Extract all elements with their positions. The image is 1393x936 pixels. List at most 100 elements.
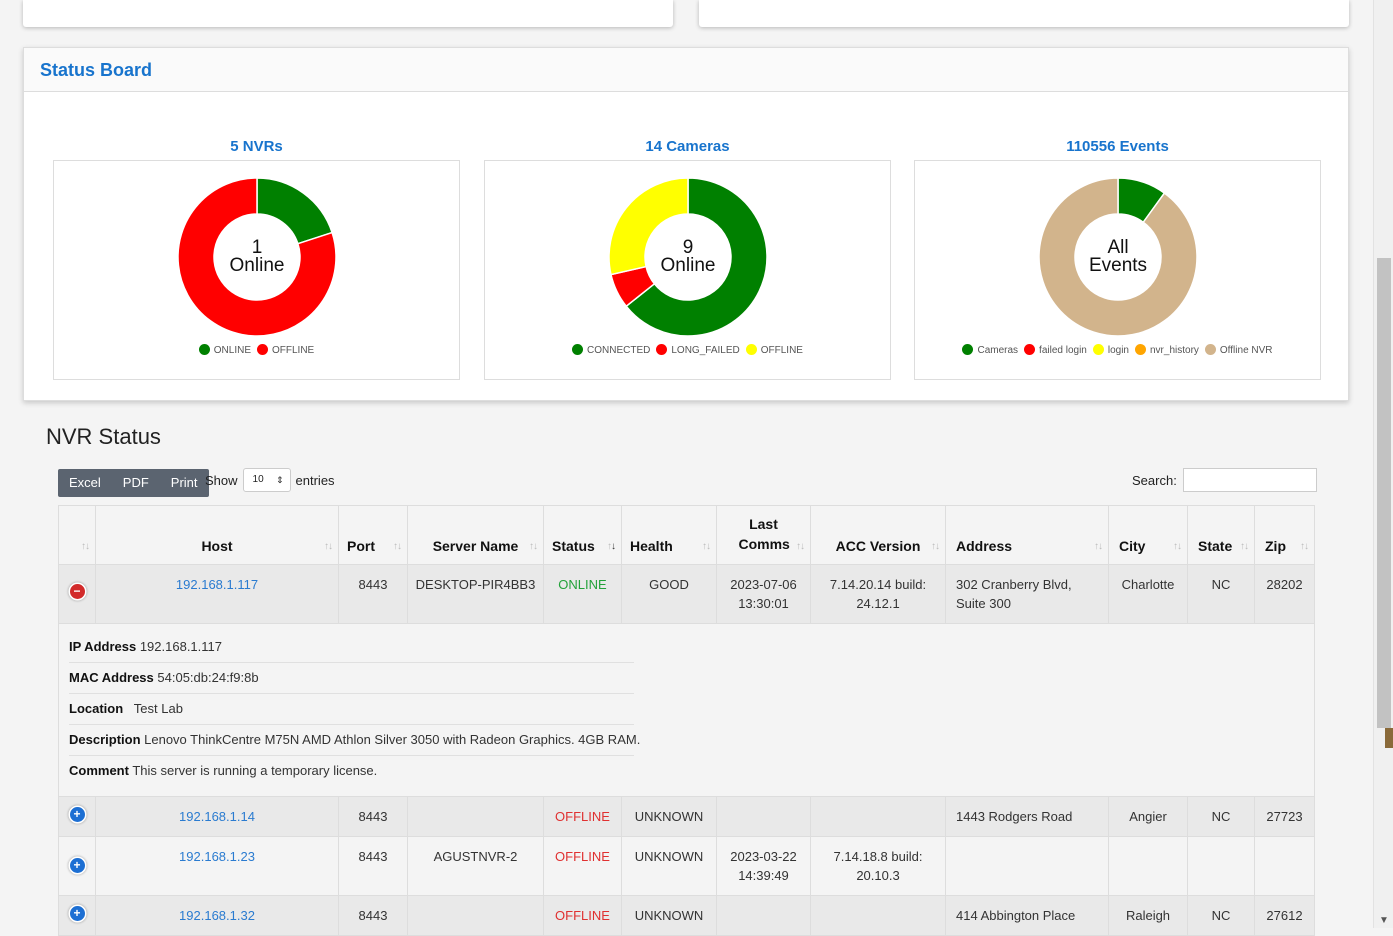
cameras-center-label: 9 Online (648, 238, 728, 275)
state-cell (1187, 836, 1255, 896)
entries-select-value: 10 (252, 474, 264, 485)
port-cell: 8443 (338, 796, 408, 837)
column-header-state[interactable]: State ↑↓ (1187, 505, 1255, 565)
zip-cell: 27723 (1254, 796, 1315, 837)
legend-item-connected[interactable]: CONNECTED (572, 344, 650, 356)
status-cell: OFFLINE (543, 796, 622, 837)
collapse-row-icon[interactable]: − (69, 584, 85, 599)
column-header-acc-version-label: ACC Version (835, 538, 921, 554)
legend-item-online[interactable]: ONLINE (198, 344, 251, 356)
column-header-port[interactable]: Port ↑↓ (338, 505, 408, 565)
nvr-legend: ONLINE OFFLINE (54, 344, 459, 356)
column-header-server-name[interactable]: Server Name ↑↓ (407, 505, 544, 565)
donut-hole (1076, 215, 1160, 299)
sort-icon: ↑↓ (81, 541, 90, 552)
detail-ip-label: IP Address (69, 639, 137, 654)
expand-row-icon[interactable]: + (69, 858, 85, 873)
column-header-status-label: Status (552, 538, 595, 554)
table-row[interactable]: − 192.168.1.117 8443 DESKTOP-PIR4BB3 ONL… (58, 564, 1315, 624)
detail-description: Description Lenovo ThinkCentre M75N AMD … (69, 725, 640, 756)
legend-dot-nvr-history (1135, 344, 1146, 355)
host-link[interactable]: 192.168.1.14 (179, 809, 255, 824)
column-header-zip-label: Zip (1265, 538, 1286, 554)
city-cell: Raleigh (1108, 895, 1188, 936)
cameras-chart-heading[interactable]: 14 Cameras (645, 138, 730, 155)
donut-slice-offline-nvr[interactable] (1038, 177, 1198, 337)
detail-comment: Comment This server is running a tempora… (69, 756, 634, 786)
legend-label-connected: CONNECTED (587, 345, 651, 356)
donut-slice-offline[interactable] (177, 177, 337, 337)
column-header-zip[interactable]: Zip ↑↓ (1254, 505, 1315, 565)
detail-mac-address: MAC Address 54:05:db:24:f9:8b (69, 663, 634, 694)
top-card-right (699, 0, 1349, 27)
page-scrollbar[interactable]: ▼ (1373, 0, 1393, 928)
legend-item-nvr-history[interactable]: nvr_history (1135, 344, 1199, 356)
status-cell: ONLINE (543, 564, 622, 624)
excel-button[interactable]: Excel (69, 475, 101, 490)
last-comms-cell: 2023-07-06 13:30:01 (716, 564, 811, 624)
legend-dot-login (1092, 344, 1104, 355)
export-button-group: Excel PDF Print (58, 469, 209, 497)
donut-slice-connected[interactable] (625, 177, 768, 337)
column-header-address[interactable]: Address ↑↓ (945, 505, 1109, 565)
nvr-donut (177, 177, 337, 337)
detail-location-label: Location (69, 701, 124, 716)
legend-label-long-failed: LONG_FAILED (671, 345, 740, 356)
host-link[interactable]: 192.168.1.32 (179, 908, 255, 923)
print-button[interactable]: Print (170, 475, 198, 490)
host-link[interactable]: 192.168.1.23 (179, 849, 255, 864)
status-cell: OFFLINE (543, 836, 622, 896)
expand-row-icon[interactable]: + (69, 906, 85, 921)
column-header-last-comms[interactable]: Last Comms ↑↓ (716, 505, 811, 565)
host-cell: 192.168.1.14 (95, 796, 339, 837)
legend-item-failed-login[interactable]: failed login (1024, 344, 1087, 356)
table-row[interactable]: + 192.168.1.32 8443 OFFLINE UNKNOWN 414 … (58, 895, 1315, 936)
host-link[interactable]: 192.168.1.117 (175, 577, 259, 592)
server-name-cell (407, 796, 544, 837)
events-chart-heading[interactable]: 110556 Events (1066, 138, 1169, 155)
detail-description-value: Lenovo ThinkCentre M75N AMD Athlon Silve… (144, 732, 641, 747)
table-row[interactable]: + 192.168.1.23 8443 AGUSTNVR-2 OFFLINE U… (58, 836, 1315, 896)
scrollbar-thumb[interactable] (1377, 258, 1391, 728)
events-chart-box: All Events Cameras failed login login nvr_h… (914, 160, 1321, 380)
detail-location-value: Test Lab (133, 701, 183, 716)
nvr-center-label: 1 Online (217, 238, 297, 275)
expand-row-icon[interactable]: + (69, 807, 85, 822)
sort-icon: ↑↓ (702, 541, 711, 552)
sort-icon: ↑↓ (1094, 541, 1103, 552)
scroll-down-arrow-icon[interactable]: ▼ (1379, 915, 1389, 926)
donut-slice-offline[interactable] (608, 177, 689, 276)
legend-item-cameras[interactable]: Cameras (962, 344, 1018, 356)
nvr-chart-heading[interactable]: 5 NVRs (230, 138, 283, 155)
column-header-acc-version[interactable]: ACC Version ↑↓ (810, 505, 946, 565)
show-label: Show (205, 472, 238, 488)
sort-icon: ↑↓ (324, 541, 333, 552)
column-header-status[interactable]: Status ↑↓ (543, 505, 622, 565)
detail-comment-label: Comment (69, 763, 129, 778)
entries-select[interactable]: 10 ⇕ (242, 468, 291, 492)
last-comms-cell: 2023-03-22 14:39:49 (716, 836, 811, 896)
legend-label-offline-nvr: Offline NVR (1219, 345, 1273, 356)
legend-item-offline[interactable]: OFFLINE (257, 344, 314, 356)
legend-item-offline-nvr[interactable]: Offline NVR (1204, 344, 1273, 356)
nvr-status-heading: NVR Status (46, 424, 161, 449)
events-center-line1: All (1107, 237, 1129, 258)
search-label: Search: (1132, 472, 1177, 488)
column-header-city-label: City (1119, 538, 1146, 554)
select-arrows-icon: ⇕ (275, 475, 284, 485)
table-row[interactable]: + 192.168.1.14 8443 OFFLINE UNKNOWN 1443… (58, 796, 1315, 837)
column-header-city[interactable]: City ↑↓ (1108, 505, 1188, 565)
state-cell: NC (1187, 564, 1255, 624)
search-input[interactable] (1182, 468, 1317, 492)
column-header-host[interactable]: Host ↑↓ (95, 505, 339, 565)
column-header-control[interactable]: ↑↓ (58, 505, 96, 565)
legend-item-login[interactable]: login (1092, 344, 1129, 356)
health-cell: UNKNOWN (621, 836, 717, 896)
legend-item-long-failed[interactable]: LONG_FAILED (656, 344, 740, 356)
pdf-button[interactable]: PDF (122, 475, 149, 490)
column-header-health[interactable]: Health ↑↓ (621, 505, 717, 565)
status-board-header: Status Board (24, 48, 1348, 92)
column-header-address-label: Address (956, 538, 1013, 554)
sort-icon: ↑↓ (931, 541, 940, 552)
legend-item-camera-offline[interactable]: OFFLINE (745, 344, 803, 356)
